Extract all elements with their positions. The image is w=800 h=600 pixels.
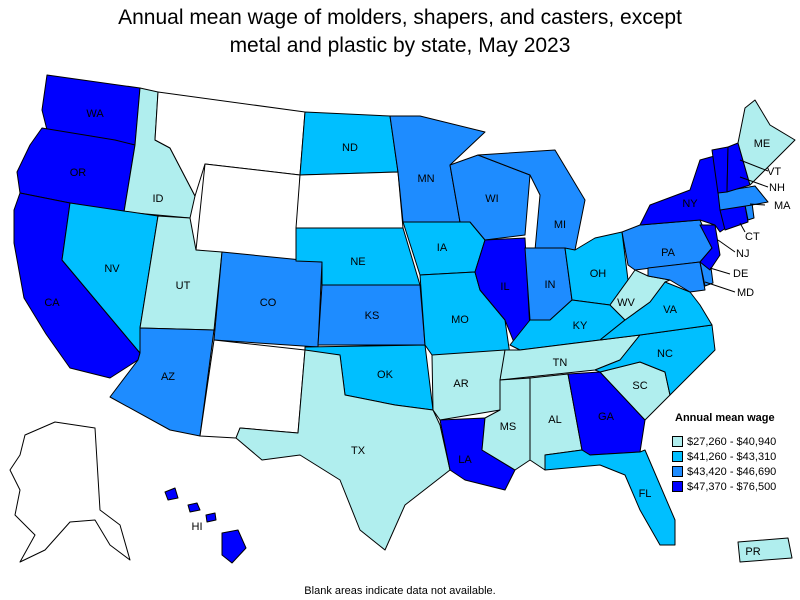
state-label-sc: SC (632, 380, 647, 392)
state-label-az: AZ (161, 371, 175, 383)
state-label-ks: KS (365, 310, 380, 322)
state-label-la: LA (458, 454, 472, 466)
state-label-co: CO (260, 297, 277, 309)
state-ak[interactable] (9, 421, 131, 563)
state-label-ut: UT (176, 280, 191, 292)
state-label-nh: NH (769, 182, 785, 194)
legend: Annual mean wage $27,260 - $40,940 $41,2… (672, 412, 798, 494)
legend-swatch (672, 481, 683, 492)
state-label-ca: CA (44, 297, 60, 309)
map-title-line-1: Annual mean wage of molders, shapers, an… (118, 6, 682, 29)
legend-title: Annual mean wage (675, 412, 775, 424)
state-label-nc: NC (657, 348, 673, 360)
legend-label: $41,260 - $43,310 (687, 450, 777, 463)
state-label-al: AL (548, 414, 561, 426)
legend-item: $43,420 - $46,690 (672, 464, 798, 479)
state-label-pr: PR (745, 546, 760, 558)
state-label-wv: WV (617, 297, 635, 309)
state-label-ar: AR (453, 378, 468, 390)
state-label-ia: IA (437, 242, 448, 254)
state-label-il: IL (500, 281, 509, 293)
legend-label: $43,420 - $46,690 (687, 465, 777, 478)
map-title: Annual mean wage of molders, shapers, an… (0, 4, 800, 60)
map-title-line-2: metal and plastic by state, May 2023 (229, 34, 571, 57)
state-label-oh: OH (590, 268, 607, 280)
state-label-ms: MS (500, 421, 517, 433)
state-label-va: VA (663, 304, 678, 316)
state-label-ky: KY (573, 320, 588, 332)
legend-swatch (672, 436, 683, 447)
state-label-ny: NY (682, 198, 698, 210)
legend-item: $41,260 - $43,310 (672, 449, 798, 464)
state-hi[interactable] (164, 487, 247, 564)
state-pr[interactable] (737, 537, 793, 563)
state-sd[interactable] (295, 171, 404, 229)
state-label-ne: NE (350, 256, 365, 268)
state-az[interactable] (109, 327, 215, 437)
legend-swatch (672, 451, 683, 462)
state-label-vt: VT (767, 166, 781, 178)
state-label-tn: TN (553, 357, 568, 369)
state-label-pa: PA (661, 247, 676, 259)
state-nm[interactable] (199, 339, 306, 439)
state-label-ga: GA (598, 411, 615, 423)
state-label-de: DE (733, 268, 748, 280)
state-nc[interactable] (594, 324, 716, 396)
state-label-wa: WA (86, 108, 104, 120)
legend-label: $27,260 - $40,940 (687, 435, 777, 448)
state-tx[interactable] (235, 349, 451, 551)
state-label-in: IN (545, 279, 556, 291)
state-label-tx: TX (351, 445, 366, 457)
legend-swatch (672, 466, 683, 477)
state-label-nv: NV (104, 263, 120, 275)
state-label-mn: MN (417, 173, 434, 185)
legend-item: $47,370 - $76,500 (672, 479, 798, 494)
state-label-me: ME (754, 138, 771, 150)
state-label-hi: HI (192, 521, 203, 533)
label-leader-lines (704, 159, 769, 293)
state-ar[interactable] (431, 349, 506, 421)
state-wy[interactable] (195, 163, 301, 262)
state-label-mo: MO (451, 314, 469, 326)
footnote: Blank areas indicate data not available. (304, 585, 496, 597)
state-label-ok: OK (377, 369, 394, 381)
state-label-fl: FL (639, 488, 652, 500)
legend-item: $27,260 - $40,940 (672, 434, 798, 449)
state-label-nd: ND (342, 142, 358, 154)
state-fl[interactable] (544, 449, 676, 546)
legend-label: $47,370 - $76,500 (687, 480, 777, 493)
state-label-ma: MA (774, 200, 791, 212)
state-label-md: MD (737, 287, 754, 299)
state-label-id: ID (153, 193, 164, 205)
state-label-wi: WI (485, 193, 498, 205)
state-label-mi: MI (554, 219, 566, 231)
state-label-nj: NJ (736, 248, 749, 260)
state-label-or: OR (70, 167, 87, 179)
state-label-ct: CT (745, 231, 760, 243)
